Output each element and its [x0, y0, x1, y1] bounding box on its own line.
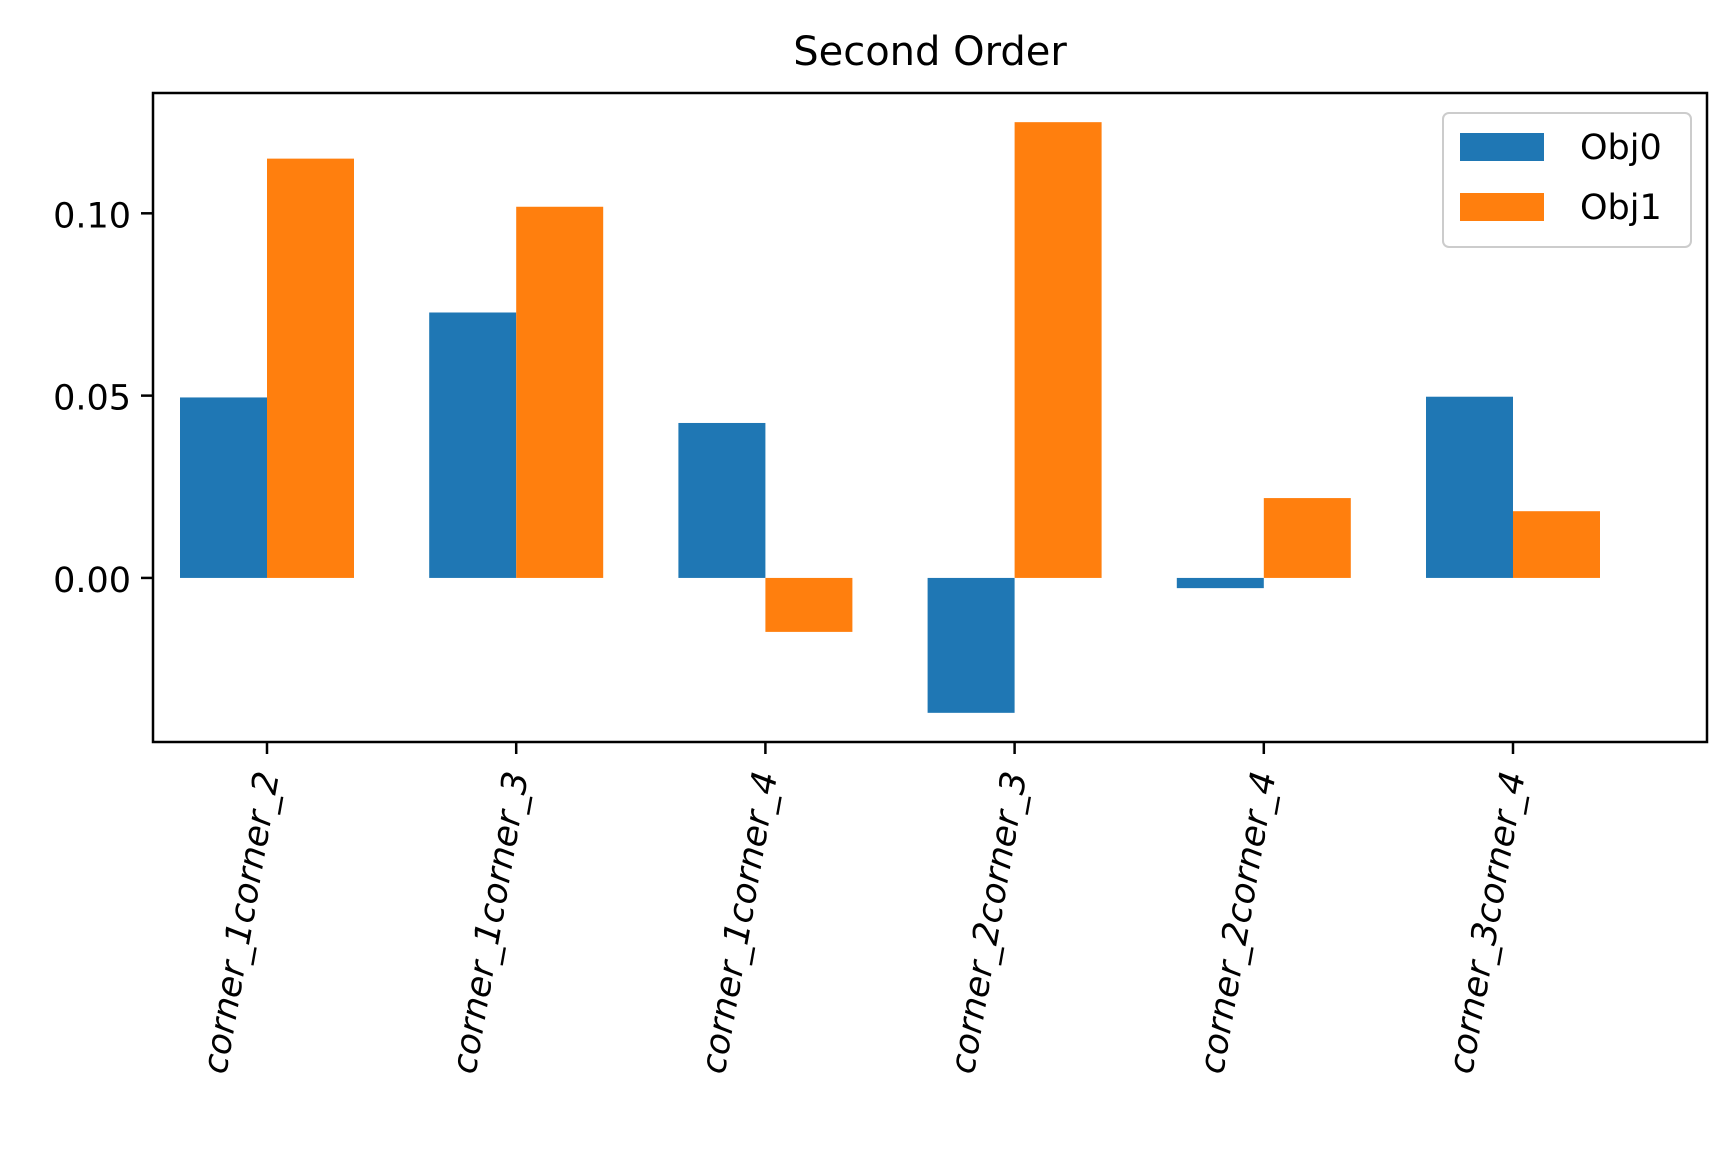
x-tick-label: corner_1corner_2 [195, 769, 288, 1077]
x-tick-label: corner_2corner_4 [1192, 769, 1285, 1077]
x-tick-label: corner_1corner_4 [694, 769, 787, 1077]
bar-obj1-corner_1corner_4 [765, 577, 853, 632]
bar-obj0-corner_1corner_4 [678, 422, 766, 578]
y-tick-label: 0.05 [53, 379, 131, 419]
bar-obj0-corner_1corner_3 [429, 312, 517, 578]
bar-obj1-corner_3corner_4 [1513, 511, 1600, 578]
y-axis: 0.00 0.05 0.10 [53, 196, 153, 601]
x-tick-label: corner_2corner_3 [943, 769, 1036, 1077]
x-tick-label: corner_1corner_3 [445, 769, 538, 1077]
legend-label-obj1: Obj1 [1580, 188, 1662, 228]
bar-obj1-corner_2corner_3 [1014, 122, 1102, 578]
legend: Obj0 Obj1 [1442, 112, 1692, 248]
bar-obj1-corner_2corner_4 [1263, 498, 1351, 578]
bar-obj0-corner_1corner_2 [180, 397, 267, 578]
bar-obj0-corner_2corner_4 [1176, 577, 1264, 589]
plot-frame [151, 91, 1709, 744]
bar-obj1-corner_1corner_3 [516, 206, 604, 578]
bar-obj1-corner_1corner_2 [267, 158, 354, 578]
x-axis: corner_1corner_2 corner_1corner_3 corner_1… [195, 742, 1534, 1077]
legend-swatch-obj0 [1460, 133, 1544, 161]
x-tick-label: corner_3corner_4 [1441, 769, 1534, 1077]
bar-obj0-corner_3corner_4 [1426, 396, 1513, 578]
chart-title: Second Order [793, 29, 1067, 75]
legend-label-obj0: Obj0 [1580, 128, 1662, 168]
bars-layer [180, 122, 1600, 713]
y-tick-label: 0.10 [53, 196, 131, 236]
y-tick-label: 0.00 [53, 561, 131, 601]
bar-obj0-corner_2corner_3 [927, 577, 1015, 713]
legend-swatch-obj1 [1460, 193, 1544, 221]
